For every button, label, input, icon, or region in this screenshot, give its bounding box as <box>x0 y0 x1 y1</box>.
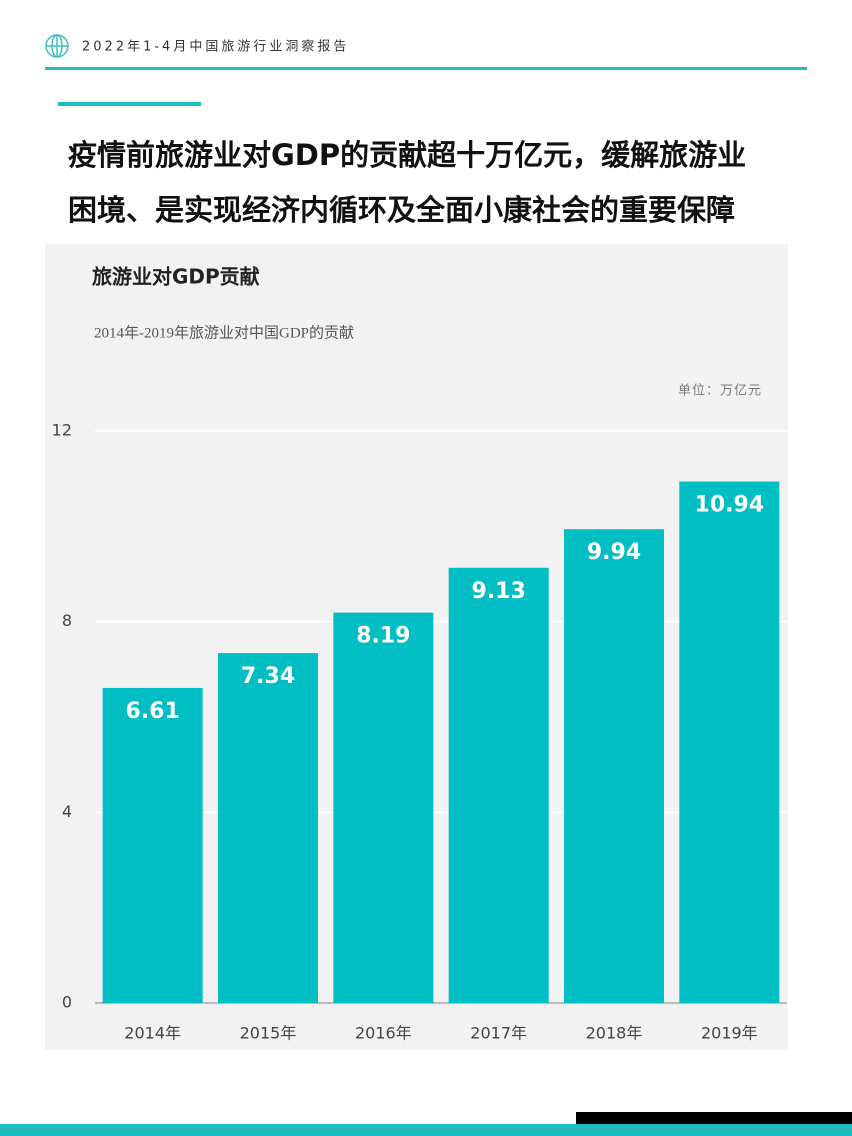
plot: 0 4 8 12 2014年 6.61 2015年 7.34 2016年 8.19 2017年 9.1… <box>52 421 787 1043</box>
bar <box>102 687 203 1003</box>
y-tick-label: 4 <box>62 802 72 821</box>
headline: 疫情前旅游业对GDP的贡献超十万亿元，缓解旅游业 <box>68 138 746 172</box>
bar <box>218 653 318 1003</box>
footer-bar-dark <box>576 1112 852 1124</box>
header-rule <box>45 67 807 70</box>
value-label: 10.94 <box>695 493 765 518</box>
bar <box>448 567 549 1003</box>
x-tick-label: 2017年 <box>470 1024 527 1043</box>
chart-title: 旅游业对GDP贡献 <box>92 265 260 289</box>
accent-bar <box>58 102 201 106</box>
bar <box>679 481 780 1003</box>
x-tick-label: 2019年 <box>701 1024 758 1043</box>
x-tick-label: 2018年 <box>586 1024 643 1043</box>
header-title: 2022年1-4月中国旅游行业洞察报告 <box>82 40 349 55</box>
logo-icon <box>45 34 69 58</box>
y-tick-label: 8 <box>62 611 72 630</box>
x-tick-label: 2014年 <box>124 1024 181 1043</box>
chart-subtitle: 2014年-2019年旅游业对中国GDP的贡献 <box>94 324 354 341</box>
value-label: 9.13 <box>472 579 526 604</box>
x-tick-label: 2016年 <box>355 1024 412 1043</box>
headline: 困境、是实现经济内循环及全面小康社会的重要保障 <box>68 193 735 227</box>
bar <box>564 529 664 1003</box>
y-tick-label: 0 <box>62 993 72 1012</box>
value-label: 8.19 <box>356 624 410 649</box>
value-label: 7.34 <box>241 664 295 689</box>
bar <box>333 612 434 1003</box>
unit-label: 单位：万亿元 <box>678 384 762 399</box>
footer-bar <box>0 1124 852 1136</box>
y-tick-label: 12 <box>52 421 72 440</box>
value-label: 9.94 <box>587 540 641 565</box>
x-tick-label: 2015年 <box>240 1024 297 1043</box>
value-label: 6.61 <box>126 699 180 724</box>
